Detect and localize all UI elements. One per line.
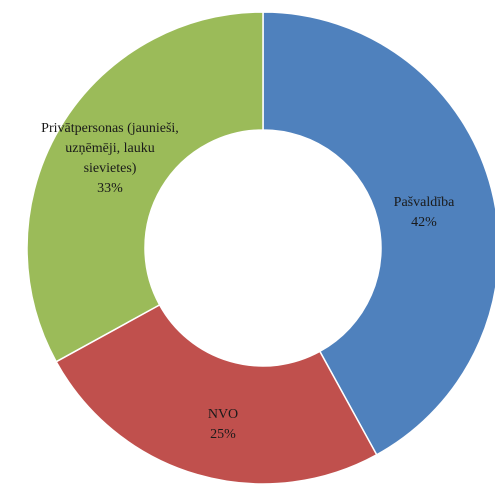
slices-layer — [26, 11, 495, 485]
slice-label-2: NVO 25% — [208, 407, 238, 442]
slice-value-label: 25% — [210, 427, 236, 442]
slice-category-label: uzņēmēji, lauku — [65, 141, 154, 156]
slice-1 — [262, 11, 495, 456]
slice-category-label: Privātpersonas (jaunieši, — [41, 121, 179, 136]
slice-3 — [26, 11, 264, 363]
slice-label-1: Pašvaldība 42% — [394, 195, 455, 230]
slice-category-label: Pašvaldība — [394, 195, 455, 210]
slice-value-label: 42% — [411, 215, 437, 230]
slice-2 — [55, 303, 378, 485]
labels-layer: Pašvaldība 42% NVO 25% Privātpersonas (jauni… — [41, 121, 455, 442]
slice-value-label: 33% — [97, 181, 123, 196]
slice-label-3: Privātpersonas (jaunieši, uzņēmēji, lauku… — [41, 121, 179, 196]
slice-category-label: NVO — [208, 407, 238, 422]
slice-category-label: sievietes) — [84, 161, 137, 176]
